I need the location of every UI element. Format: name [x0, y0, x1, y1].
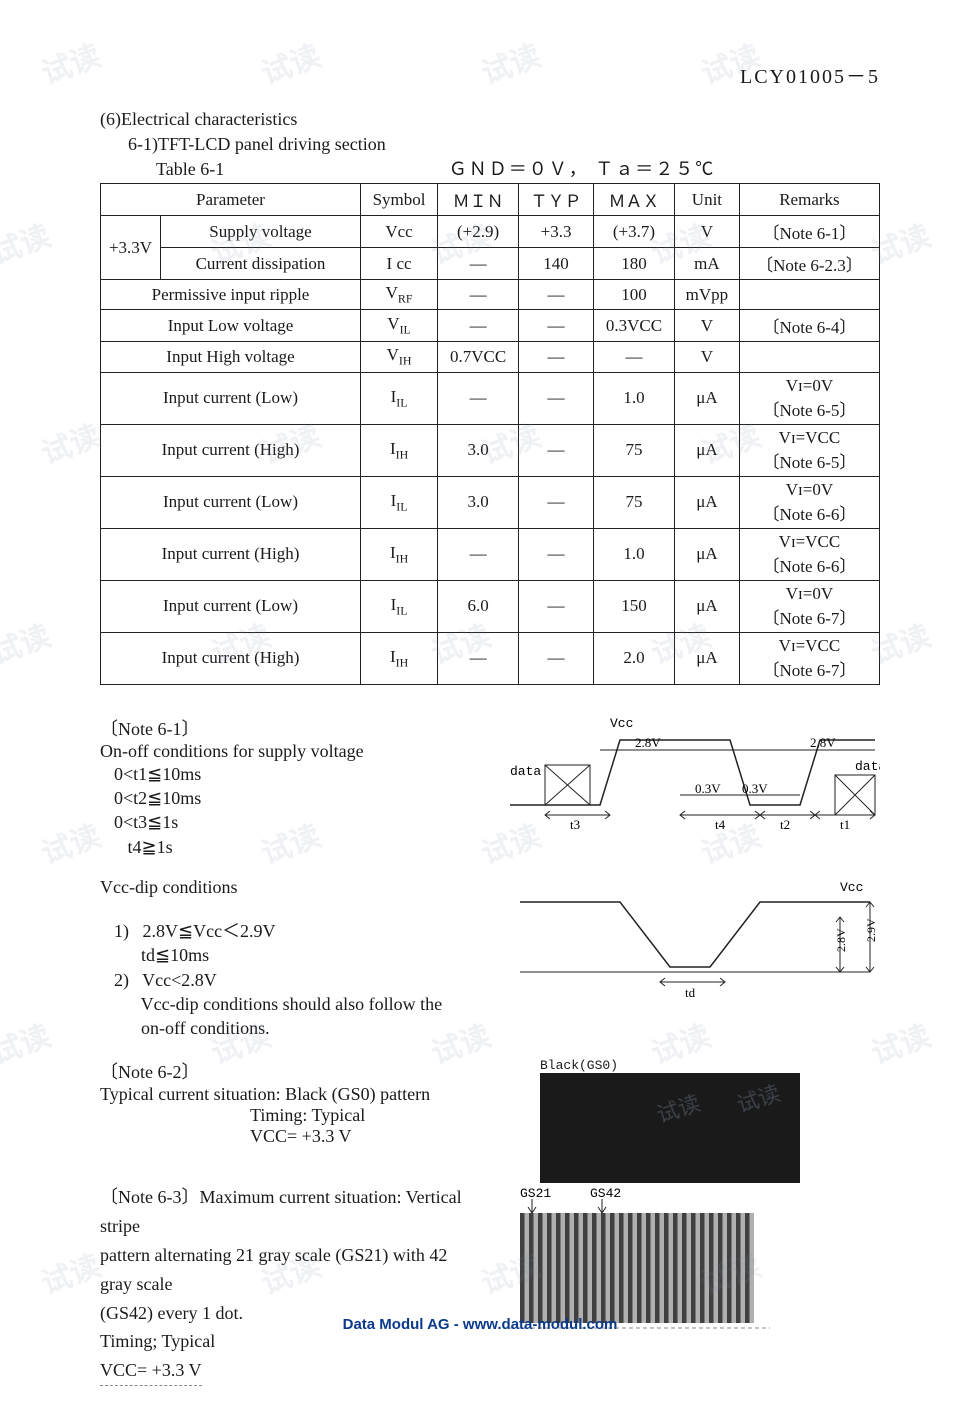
note63-l5: VCC= +3.3 V: [100, 1356, 202, 1386]
note62-l1: Typical current situation: Black (GS0) p…: [100, 1084, 480, 1105]
stripe-pattern-diagram: GS21 GS42: [510, 1183, 770, 1333]
table-row: Current dissipationI cc—140180mA〔Note 6-…: [101, 248, 880, 280]
vccdip-head: Vcc-dip conditions: [100, 877, 480, 898]
table-label: Table 6-1: [156, 159, 224, 180]
table-row: Input current (Low)IIL3.0—75μAVɪ=0V〔Note…: [101, 476, 880, 528]
footer-url[interactable]: www.data-modul.com: [463, 1316, 617, 1333]
subsection-heading: 6-1)TFT-LCD panel driving section: [128, 134, 880, 155]
page-footer: Data Modul AG - www.data-modul.com: [0, 1316, 960, 1333]
svg-text:t4: t4: [715, 817, 726, 832]
note62-l2: Timing: Typical: [250, 1105, 480, 1126]
note-6-2-head: 〔Note 6-2〕: [100, 1058, 480, 1084]
note62-l3: VCC= +3.3 V: [250, 1126, 480, 1147]
vccdip-2c: on-off conditions.: [114, 1016, 480, 1040]
col-remarks: Remarks: [739, 184, 879, 216]
table-row: Input current (High)IIH3.0—75μAVɪ=VCC〔No…: [101, 424, 880, 476]
table-row: Input current (High)IIH——1.0μAVɪ=VCC〔Not…: [101, 528, 880, 580]
svg-text:Vcc: Vcc: [610, 716, 633, 731]
electrical-characteristics-table: Parameter Symbol ＭＩＮ ＴＹＰ ＭＡＸ Unit Remark…: [100, 183, 880, 685]
footer-sep: -: [450, 1316, 463, 1333]
svg-text:GS42: GS42: [590, 1186, 621, 1201]
svg-text:2.8V: 2.8V: [635, 735, 661, 750]
note-6-1-line: On-off conditions for supply voltage: [100, 741, 460, 762]
footer-company: Data Modul AG: [343, 1316, 450, 1333]
cond-t4: t4≧1s: [114, 835, 460, 859]
table-row: +3.3VSupply voltageVcc(+2.9)+3.3(+3.7)V〔…: [101, 216, 880, 248]
note-6-1: 〔Note 6-1〕 On-off conditions for supply …: [100, 715, 460, 859]
col-typ: ＴＹＰ: [519, 184, 594, 216]
note63-l1: 〔Note 6-3〕Maximum current situation: Ver…: [100, 1183, 480, 1241]
vccdip-2a: 2) Vcc<2.8V: [114, 968, 480, 992]
vcc-dip-diagram: Vcc 2.9V 2.8V td: [500, 877, 880, 1007]
svg-text:td: td: [685, 985, 696, 1000]
svg-text:GS21: GS21: [520, 1186, 551, 1201]
svg-text:t2: t2: [780, 817, 790, 832]
table-row: Input current (High)IIH——2.0μAVɪ=VCC〔Not…: [101, 632, 880, 684]
col-symbol: Symbol: [361, 184, 438, 216]
black-gs0-label: Black(GS0): [540, 1058, 880, 1073]
svg-text:data: data: [510, 764, 541, 779]
cond-t1: 0<t1≦10ms: [114, 762, 460, 786]
vcc-dip-conditions: Vcc-dip conditions 1) 2.8V≦Vcc＜2.9V td≦1…: [100, 877, 480, 1040]
table-row: Input High voltageVIH0.7VCC——V: [101, 342, 880, 372]
vccdip-2b: Vcc-dip conditions should also follow th…: [114, 992, 480, 1016]
section-heading: (6)Electrical characteristics: [100, 109, 880, 130]
table-row: Input current (Low)IIL6.0—150μAVɪ=0V〔Not…: [101, 580, 880, 632]
black-pattern-diagram: 试读 试读: [540, 1073, 800, 1183]
svg-text:Vcc: Vcc: [840, 880, 863, 895]
svg-text:0.3V: 0.3V: [742, 781, 768, 796]
document-code: LCY01005－5: [100, 60, 880, 89]
cond-t3: 0<t3≦1s: [114, 810, 460, 834]
cond-t2: 0<t2≦10ms: [114, 786, 460, 810]
col-unit: Unit: [674, 184, 739, 216]
note-6-1-head: 〔Note 6-1〕: [100, 715, 460, 741]
svg-text:2.9V: 2.9V: [864, 918, 878, 942]
note63-l2: pattern alternating 21 gray scale (GS21)…: [100, 1241, 480, 1299]
table-row: Input current (Low)IIL——1.0μAVɪ=0V〔Note …: [101, 372, 880, 424]
svg-text:t3: t3: [570, 817, 580, 832]
note-6-3: 〔Note 6-3〕Maximum current situation: Ver…: [100, 1183, 480, 1386]
vccdip-1a: 1) 2.8V≦Vcc＜2.9V: [114, 919, 480, 943]
table-condition: ＧＮＤ＝０Ｖ， Ｔａ＝２５℃: [449, 155, 716, 181]
col-min: ＭＩＮ: [438, 184, 519, 216]
svg-text:2.8V: 2.8V: [834, 928, 848, 952]
svg-text:data: data: [855, 759, 880, 774]
col-max: ＭＡＸ: [593, 184, 674, 216]
table-row: Permissive input rippleVRF——100mVpp: [101, 280, 880, 310]
svg-text:0.3V: 0.3V: [695, 781, 721, 796]
svg-text:t1: t1: [840, 817, 850, 832]
svg-text:2.8V: 2.8V: [810, 735, 836, 750]
col-parameter: Parameter: [101, 184, 361, 216]
vcc-timing-diagram: Vcc 2.8V 2.8V 0.3V 0.3V data data: [480, 715, 880, 865]
note-6-2: 〔Note 6-2〕 Typical current situation: Bl…: [100, 1058, 480, 1147]
table-row: Input Low voltageVIL——0.3VCCV〔Note 6-4〕: [101, 310, 880, 342]
vccdip-1b: td≦10ms: [114, 943, 480, 967]
